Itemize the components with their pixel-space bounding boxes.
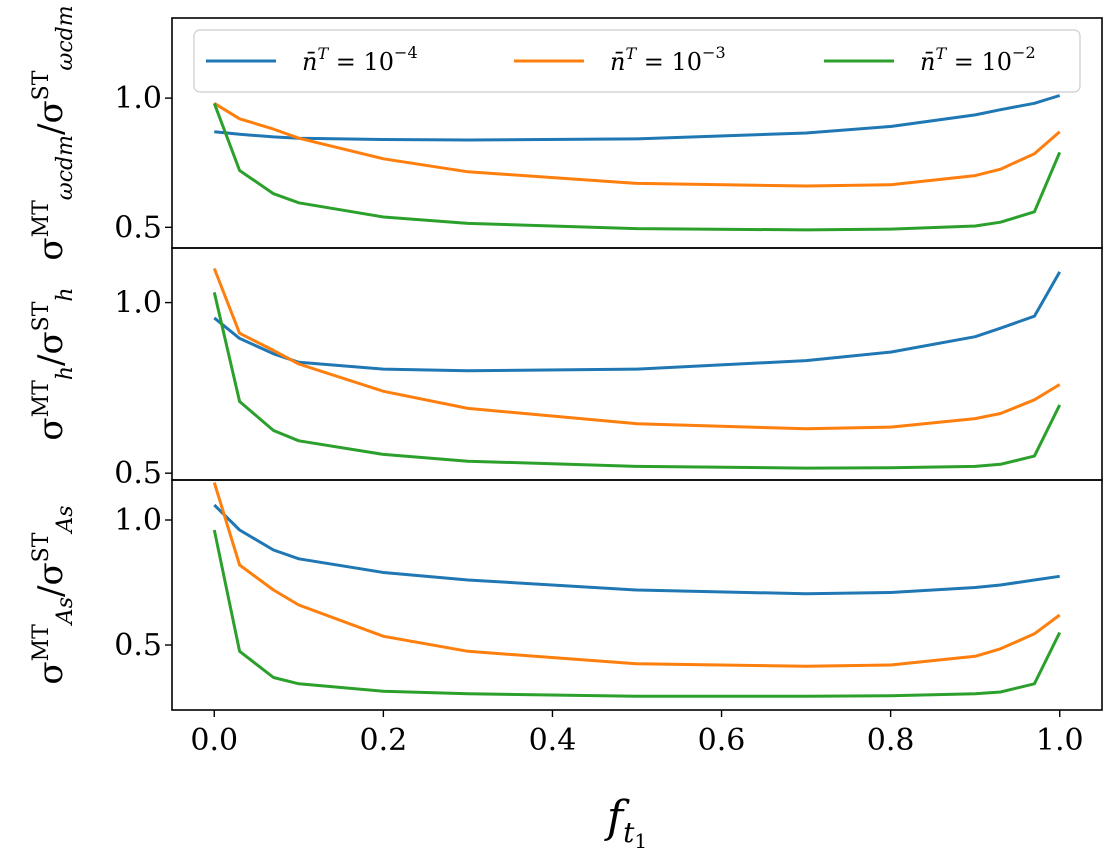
legend-n: n̄ (610, 48, 625, 76)
legend-exp: −4 (394, 43, 418, 62)
xlabel-subsub: 1 (634, 829, 647, 853)
legend-n: n̄ (302, 48, 317, 76)
x-axis-label: ft1 (604, 792, 647, 853)
ylabel-sup: MT (29, 624, 54, 662)
y-tick-label: 0.5 (114, 210, 162, 245)
legend-box (193, 29, 1081, 93)
series-line-1 (214, 94, 1061, 142)
ylabel-sigma: σ (31, 661, 71, 684)
legend-label-2: n̄T = 10−3 (610, 43, 726, 76)
ylabel-slash: /σ (31, 100, 71, 135)
series-line-2 (213, 102, 1061, 188)
y-tick-label: 1.0 (114, 81, 162, 116)
ylabel-sub: h (53, 366, 78, 380)
x-tick-label: 0.4 (529, 723, 577, 758)
panel-frame (171, 479, 1103, 711)
legend-label-3: n̄T = 10−2 (920, 43, 1036, 76)
legend-sup: T (317, 44, 329, 63)
ylabel-sigma: σ (31, 417, 71, 440)
y-axis-label: σMTh/σSTh (29, 287, 78, 440)
legend-label-1: n̄T = 10−4 (302, 43, 418, 76)
ylabel-sub: ωcdm (53, 5, 78, 70)
x-tick-label: 0.6 (698, 723, 746, 758)
legend-n: n̄ (920, 48, 935, 76)
series-line-3 (212, 102, 1062, 232)
y-axis-label: σMTAs/σSTAs (29, 505, 78, 684)
y-tick-label: 0.5 (114, 456, 162, 491)
legend-exp: −2 (1012, 43, 1036, 62)
ylabel-slash: /σ (31, 562, 71, 597)
x-axis: 0.0 0.2 0.4 0.6 0.8 1.0 ft1 (190, 710, 1084, 853)
ylabel-sup: ST (29, 70, 54, 100)
y-tick-label: 1.0 (114, 286, 162, 321)
ylabel-sup: MT (29, 200, 54, 238)
ylabel-sub: As (53, 597, 78, 626)
y-axis-label: σMTωcdm/σSTωcdm (29, 5, 78, 260)
legend-exp: −3 (702, 43, 726, 62)
ylabel-sub: h (53, 287, 78, 301)
legend-sup: T (935, 44, 947, 63)
xlabel-sub: t (623, 816, 635, 849)
y-tick-label: 1.0 (114, 503, 162, 538)
ylabel-sigma: σ (31, 237, 71, 260)
ylabel-slash: /σ (31, 331, 71, 366)
panels-group: 0.51.0σMTωcdm/σSTωcdm0.51.0σMTh/σSTh0.51… (29, 5, 1103, 711)
legend-eq: = 10 (946, 48, 1012, 76)
series-line-3 (212, 529, 1062, 698)
series-line-1 (213, 271, 1062, 373)
ylabel-sup: ST (29, 301, 54, 331)
legend-sup: T (625, 44, 637, 63)
x-tick-label: 1.0 (1036, 723, 1084, 758)
x-tick-label: 0.0 (190, 723, 238, 758)
y-tick-label: 0.5 (114, 628, 162, 663)
series-line-2 (212, 267, 1061, 431)
ylabel-sup: MT (29, 380, 54, 418)
legend-eq: = 10 (328, 48, 394, 76)
series-line-2 (212, 482, 1061, 668)
x-tick-label: 0.2 (360, 723, 408, 758)
ylabel-sup: ST (29, 532, 54, 562)
series-line-3 (212, 292, 1062, 470)
ylabel-sub: As (53, 505, 78, 534)
ylabel-sub: ωcdm (53, 135, 78, 200)
legend: n̄T = 10−4 n̄T = 10−3 n̄T = 10−2 (193, 29, 1081, 93)
legend-eq: = 10 (636, 48, 702, 76)
series-line-1 (213, 503, 1060, 596)
x-tick-label: 0.8 (867, 723, 915, 758)
